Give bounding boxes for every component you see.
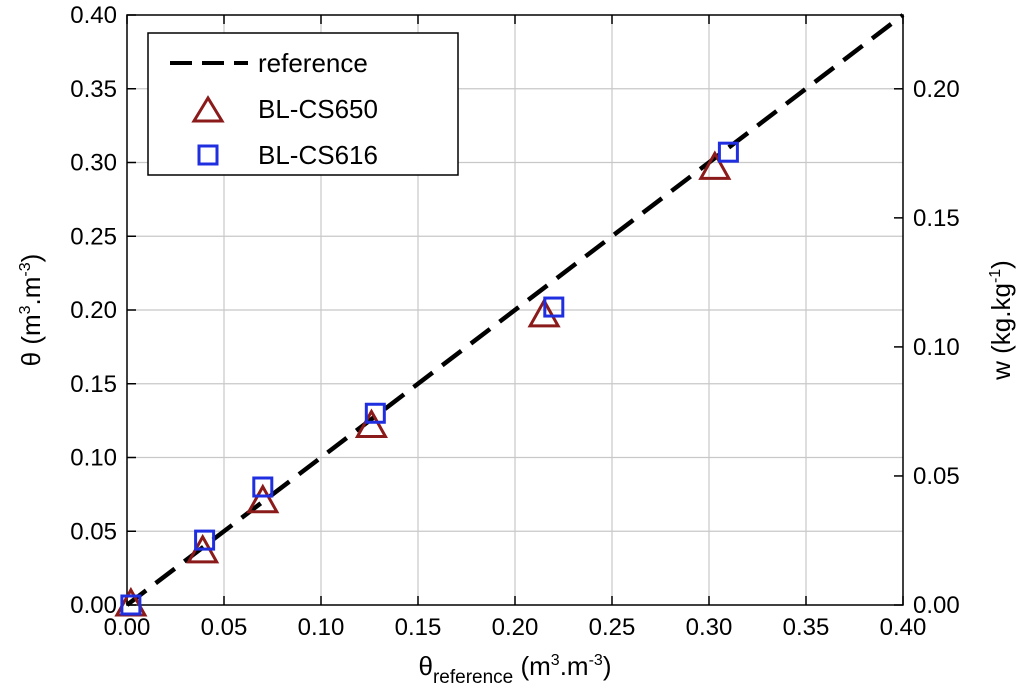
x-tick-label: 0.25 — [589, 614, 636, 641]
data-series — [114, 13, 905, 617]
grid-lines — [127, 15, 903, 605]
x-tick-label: 0.20 — [492, 614, 539, 641]
legend-swatch-bl-cs650 — [191, 95, 225, 123]
y-tick-label: 0.20 — [70, 297, 117, 324]
bl-cs616-point — [252, 476, 274, 498]
y2-axis-title-sup: -1 — [987, 269, 1004, 283]
y2-tick-label: 0.15 — [913, 205, 960, 232]
x-tick-label: 0.15 — [395, 614, 442, 641]
y-axis-title-close: ) — [16, 254, 46, 263]
y-tick-label: 0.35 — [70, 76, 117, 103]
y2-axis-title-main: w (kg.kg — [986, 283, 1016, 381]
bl-cs616-point — [364, 402, 386, 424]
axis-ticks — [126, 14, 904, 606]
x-tick-label: 0.35 — [783, 614, 830, 641]
bl-cs650-point — [527, 297, 561, 328]
y-axis-title: θ (m3.m-3) — [16, 254, 46, 367]
y-tick-label: 0.15 — [70, 371, 117, 398]
x-tick-label: 0.10 — [298, 614, 345, 641]
bl-cs650-point — [246, 483, 280, 514]
x-axis-title: θreference (m3.m-3) — [419, 651, 612, 688]
x-axis-title-main: θ — [419, 651, 433, 681]
y-axis-title-sup: 3 — [17, 305, 34, 314]
bl-cs650-point — [698, 150, 732, 180]
y-tick-label: 0.25 — [70, 223, 117, 250]
x-tick-label: 0.30 — [686, 614, 733, 641]
legend-label-reference: reference — [258, 48, 368, 78]
y-tick-label: 0.00 — [70, 592, 117, 619]
y2-axis-title-close: ) — [986, 260, 1016, 269]
x-axis-title-sup2: -3 — [589, 652, 603, 669]
y2-tick-label: 0.05 — [913, 463, 960, 490]
reference-line — [125, 13, 905, 607]
x-axis-title-sup: 3 — [551, 652, 560, 669]
bl-cs616-point — [194, 529, 216, 551]
x-axis-title-unit: (m — [513, 651, 551, 681]
y2-axis-title: w (kg.kg-1) — [986, 260, 1016, 381]
bl-cs616-point — [120, 594, 142, 616]
legend: reference BL-CS650 BL-CS616 — [147, 32, 459, 176]
y2-tick-label: 0.00 — [913, 592, 960, 619]
y-axis-title-mid: .m — [16, 277, 46, 306]
bl-cs616-point — [717, 141, 739, 163]
y-tick-label: 0.10 — [70, 445, 117, 472]
y-tick-label: 0.40 — [70, 2, 117, 29]
bl-cs616-point — [543, 296, 565, 318]
y-tick-label: 0.05 — [70, 518, 117, 545]
x-axis-title-unit-rest: .m — [560, 651, 589, 681]
x-tick-label: 0.40 — [880, 614, 927, 641]
y-tick-label: 0.30 — [70, 150, 117, 177]
x-tick-label: 0.05 — [201, 614, 248, 641]
x-axis-title-sub: reference — [433, 667, 513, 688]
legend-label-bl-cs650: BL-CS650 — [258, 94, 378, 124]
x-axis-title-close: ) — [603, 651, 612, 681]
x-tick-label: 0.00 — [104, 614, 151, 641]
legend-swatch-bl-cs616 — [197, 144, 219, 166]
bl-cs650-point — [354, 408, 388, 439]
y2-tick-label: 0.20 — [913, 76, 960, 103]
y2-tick-label: 0.10 — [913, 334, 960, 361]
y-axis-title-sup2: -3 — [17, 262, 34, 276]
tick-labels: 0.00 0.05 0.10 0.15 0.20 0.25 0.30 0.35 0.400.00… — [70, 2, 959, 641]
legend-label-bl-cs616: BL-CS616 — [258, 140, 378, 170]
y-axis-title-main: θ (m — [16, 314, 46, 366]
